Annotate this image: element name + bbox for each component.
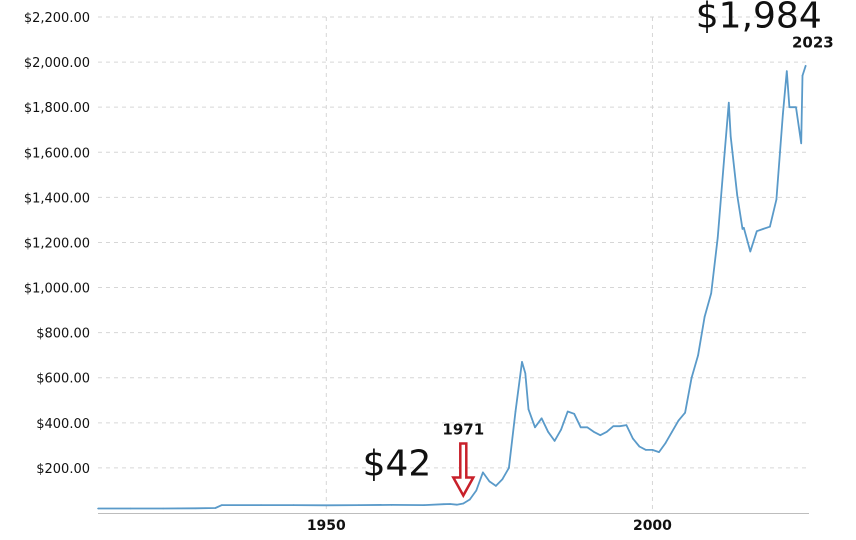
data-point bbox=[521, 361, 523, 363]
data-point bbox=[762, 228, 765, 230]
data-point bbox=[547, 431, 549, 433]
data-point bbox=[524, 372, 527, 375]
data-point bbox=[475, 489, 478, 492]
data-point bbox=[801, 74, 804, 77]
annotation-start-price: $42 bbox=[363, 444, 432, 485]
annotation-end-year: 2023 bbox=[792, 34, 834, 52]
data-point bbox=[723, 157, 725, 159]
data-point bbox=[586, 426, 588, 429]
data-point bbox=[743, 227, 745, 229]
y-tick-label: $1,400.00 bbox=[24, 191, 90, 206]
down-arrow-icon bbox=[451, 442, 476, 499]
data-point bbox=[573, 413, 575, 415]
y-tick-label: $600.00 bbox=[36, 372, 90, 387]
data-point bbox=[560, 428, 562, 431]
x-tick-label: 1950 bbox=[307, 518, 346, 534]
annotation-start-year: 1971 bbox=[442, 421, 484, 439]
data-point bbox=[423, 504, 425, 506]
y-tick-label: $1,200.00 bbox=[24, 236, 90, 251]
data-point bbox=[97, 507, 99, 510]
data-point bbox=[710, 292, 712, 295]
data-point bbox=[456, 503, 458, 506]
data-point bbox=[579, 426, 582, 429]
data-point bbox=[508, 467, 510, 469]
y-tick-label: $2,000.00 bbox=[24, 56, 90, 71]
data-point bbox=[684, 411, 686, 414]
data-point bbox=[749, 250, 752, 253]
data-point bbox=[195, 507, 197, 510]
data-point bbox=[260, 504, 262, 506]
data-point bbox=[488, 480, 491, 483]
data-point bbox=[292, 504, 295, 506]
data-point bbox=[736, 194, 738, 196]
y-tick-label: $1,600.00 bbox=[24, 146, 90, 161]
data-point bbox=[703, 316, 706, 318]
data-point bbox=[566, 410, 569, 413]
data-point bbox=[741, 228, 744, 230]
data-point bbox=[495, 485, 497, 487]
data-point bbox=[514, 410, 517, 413]
y-tick-label: $1,800.00 bbox=[24, 101, 90, 116]
data-point bbox=[795, 106, 797, 108]
data-point bbox=[775, 198, 778, 201]
y-tick-label: $400.00 bbox=[36, 417, 90, 432]
data-point bbox=[469, 498, 471, 501]
series-layer bbox=[97, 64, 807, 510]
data-point bbox=[782, 113, 784, 115]
annotation-end-price: $1,984 bbox=[696, 0, 822, 37]
data-point bbox=[690, 376, 693, 379]
data-point bbox=[540, 417, 543, 420]
data-point bbox=[625, 424, 628, 426]
data-point bbox=[449, 503, 452, 505]
data-point bbox=[358, 504, 360, 506]
y-tick-label: $800.00 bbox=[36, 327, 90, 342]
data-point bbox=[129, 507, 132, 510]
data-point bbox=[221, 504, 223, 506]
data-point bbox=[651, 449, 654, 451]
data-point bbox=[534, 426, 536, 429]
x-tick-label: 2000 bbox=[633, 518, 672, 534]
data-point bbox=[214, 507, 217, 509]
data-point bbox=[442, 503, 445, 506]
data-point bbox=[390, 504, 393, 506]
data-point bbox=[501, 478, 504, 481]
data-point bbox=[482, 471, 484, 474]
data-point bbox=[612, 425, 615, 428]
data-point bbox=[325, 504, 328, 507]
y-tick-label: $2,200.00 bbox=[24, 11, 90, 26]
data-point bbox=[800, 142, 802, 145]
axis-layer: $200.00 $400.00 $600.00 $800.00 $1,000.00 $1,… bbox=[24, 11, 809, 534]
data-point bbox=[786, 70, 788, 72]
data-point bbox=[697, 354, 699, 357]
data-point bbox=[658, 451, 660, 453]
data-point bbox=[645, 449, 647, 451]
data-point bbox=[592, 431, 595, 433]
data-point bbox=[638, 445, 641, 448]
data-point bbox=[462, 502, 465, 505]
data-point bbox=[527, 408, 530, 411]
data-point bbox=[606, 431, 608, 433]
data-point bbox=[729, 135, 732, 138]
data-point bbox=[599, 434, 602, 437]
data-point bbox=[553, 440, 556, 442]
data-point bbox=[664, 442, 667, 444]
data-point bbox=[756, 230, 758, 232]
data-point bbox=[788, 106, 791, 108]
data-point bbox=[671, 431, 673, 433]
y-tick-label: $1,000.00 bbox=[24, 282, 90, 297]
data-point bbox=[804, 64, 807, 67]
data-point bbox=[769, 225, 771, 228]
y-tick-label: $200.00 bbox=[36, 462, 90, 477]
data-point bbox=[619, 425, 621, 428]
data-point bbox=[162, 507, 164, 510]
grid-layer bbox=[98, 16, 809, 513]
data-point bbox=[632, 437, 634, 440]
data-point bbox=[728, 101, 730, 104]
data-point bbox=[677, 419, 680, 422]
data-point bbox=[716, 237, 719, 239]
